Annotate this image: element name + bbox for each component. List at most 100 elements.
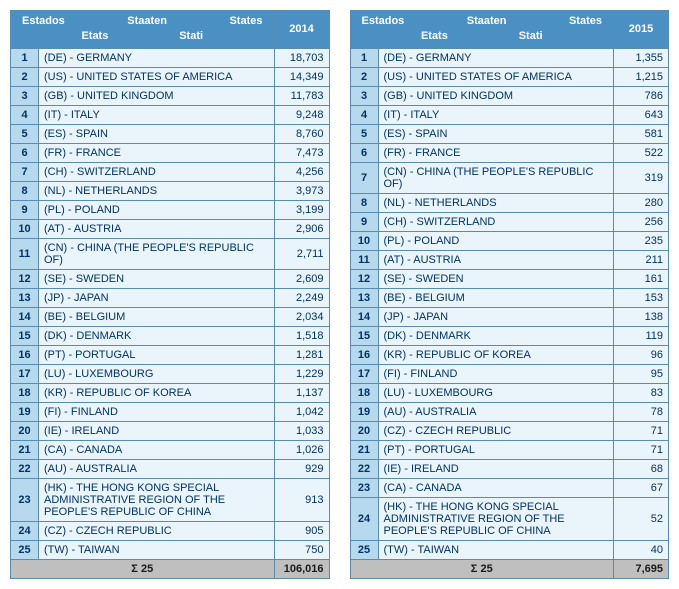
value-cell: 95 <box>614 364 669 383</box>
country-cell: (SE) - SWEDEN <box>39 269 275 288</box>
value-cell: 3,199 <box>274 200 329 219</box>
table-row: 16(KR) - REPUBLIC OF KOREA96 <box>350 345 669 364</box>
table-row: 12(SE) - SWEDEN2,609 <box>11 269 330 288</box>
table-row: 10(PL) - POLAND235 <box>350 231 669 250</box>
country-cell: (TW) - TAIWAN <box>378 540 614 559</box>
table-row: 9(CH) - SWITZERLAND256 <box>350 212 669 231</box>
country-cell: (CN) - CHINA (THE PEOPLE'S REPUBLIC OF) <box>378 162 614 193</box>
value-cell: 40 <box>614 540 669 559</box>
rank-cell: 20 <box>350 421 378 440</box>
rank-cell: 1 <box>11 48 39 67</box>
value-cell: 1,281 <box>274 345 329 364</box>
value-cell: 71 <box>614 440 669 459</box>
table-row: 15(DK) - DENMARK1,518 <box>11 326 330 345</box>
rank-cell: 10 <box>350 231 378 250</box>
rank-cell: 15 <box>11 326 39 345</box>
value-cell: 929 <box>274 459 329 478</box>
rank-cell: 5 <box>11 124 39 143</box>
value-cell: 119 <box>614 326 669 345</box>
tables-container: EstadosStaatenStatesEtatsStati20141(DE) … <box>10 10 669 579</box>
value-cell: 1,137 <box>274 383 329 402</box>
rank-cell: 5 <box>350 124 378 143</box>
rank-cell: 16 <box>350 345 378 364</box>
value-cell: 52 <box>614 497 669 540</box>
rank-cell: 18 <box>350 383 378 402</box>
header-word: States <box>229 14 262 29</box>
header-word: Etats <box>81 29 108 44</box>
table-row: 23(HK) - THE HONG KONG SPECIAL ADMINISTR… <box>11 478 330 521</box>
value-cell: 786 <box>614 86 669 105</box>
value-cell: 1,518 <box>274 326 329 345</box>
column-header-year: 2015 <box>614 11 669 49</box>
table-row: 17(LU) - LUXEMBOURG1,229 <box>11 364 330 383</box>
rank-cell: 25 <box>350 540 378 559</box>
value-cell: 3,973 <box>274 181 329 200</box>
table-row: 1(DE) - GERMANY18,703 <box>11 48 330 67</box>
table-row: 20(CZ) - CZECH REPUBLIC71 <box>350 421 669 440</box>
country-cell: (PL) - POLAND <box>378 231 614 250</box>
rank-cell: 12 <box>350 269 378 288</box>
value-cell: 1,033 <box>274 421 329 440</box>
rank-cell: 19 <box>350 402 378 421</box>
rank-cell: 17 <box>350 364 378 383</box>
table-row: 11(AT) - AUSTRIA211 <box>350 250 669 269</box>
value-cell: 522 <box>614 143 669 162</box>
table-row: 15(DK) - DENMARK119 <box>350 326 669 345</box>
value-cell: 71 <box>614 421 669 440</box>
country-cell: (LU) - LUXEMBOURG <box>378 383 614 402</box>
rank-cell: 6 <box>11 143 39 162</box>
rank-cell: 18 <box>11 383 39 402</box>
country-cell: (KR) - REPUBLIC OF KOREA <box>378 345 614 364</box>
country-cell: (IT) - ITALY <box>39 105 275 124</box>
table-row: 25(TW) - TAIWAN40 <box>350 540 669 559</box>
rank-cell: 3 <box>350 86 378 105</box>
rank-cell: 23 <box>350 478 378 497</box>
value-cell: 14,349 <box>274 67 329 86</box>
value-cell: 211 <box>614 250 669 269</box>
table-row: 21(PT) - PORTUGAL71 <box>350 440 669 459</box>
value-cell: 96 <box>614 345 669 364</box>
rank-cell: 2 <box>11 67 39 86</box>
header-word: States <box>569 14 602 29</box>
country-cell: (CA) - CANADA <box>378 478 614 497</box>
country-cell: (AT) - AUSTRIA <box>378 250 614 269</box>
value-cell: 319 <box>614 162 669 193</box>
rank-cell: 15 <box>350 326 378 345</box>
rank-cell: 9 <box>350 212 378 231</box>
rank-cell: 24 <box>11 521 39 540</box>
table-row: 2(US) - UNITED STATES OF AMERICA1,215 <box>350 67 669 86</box>
value-cell: 67 <box>614 478 669 497</box>
value-cell: 153 <box>614 288 669 307</box>
country-cell: (JP) - JAPAN <box>39 288 275 307</box>
value-cell: 1,229 <box>274 364 329 383</box>
rank-cell: 19 <box>11 402 39 421</box>
value-cell: 2,711 <box>274 238 329 269</box>
table-row: 14(BE) - BELGIUM2,034 <box>11 307 330 326</box>
value-cell: 7,473 <box>274 143 329 162</box>
country-cell: (KR) - REPUBLIC OF KOREA <box>39 383 275 402</box>
rank-cell: 2 <box>350 67 378 86</box>
value-cell: 256 <box>614 212 669 231</box>
country-cell: (CA) - CANADA <box>39 440 275 459</box>
country-cell: (NL) - NETHERLANDS <box>39 181 275 200</box>
table-row: 12(SE) - SWEDEN161 <box>350 269 669 288</box>
table-row: 21(CA) - CANADA1,026 <box>11 440 330 459</box>
rank-cell: 13 <box>11 288 39 307</box>
table-row: 7(CH) - SWITZERLAND4,256 <box>11 162 330 181</box>
value-cell: 913 <box>274 478 329 521</box>
table-row: 19(AU) - AUSTRALIA78 <box>350 402 669 421</box>
country-cell: (FI) - FINLAND <box>378 364 614 383</box>
table-row: 3(GB) - UNITED KINGDOM786 <box>350 86 669 105</box>
table-row: 22(AU) - AUSTRALIA929 <box>11 459 330 478</box>
country-cell: (DK) - DENMARK <box>39 326 275 345</box>
header-word: Estados <box>362 14 405 29</box>
value-cell: 11,783 <box>274 86 329 105</box>
rank-cell: 4 <box>350 105 378 124</box>
country-cell: (AU) - AUSTRALIA <box>378 402 614 421</box>
country-cell: (BE) - BELGIUM <box>378 288 614 307</box>
rank-cell: 21 <box>11 440 39 459</box>
table-row: 24(CZ) - CZECH REPUBLIC905 <box>11 521 330 540</box>
country-cell: (PT) - PORTUGAL <box>39 345 275 364</box>
country-cell: (US) - UNITED STATES OF AMERICA <box>39 67 275 86</box>
country-cell: (CZ) - CZECH REPUBLIC <box>39 521 275 540</box>
